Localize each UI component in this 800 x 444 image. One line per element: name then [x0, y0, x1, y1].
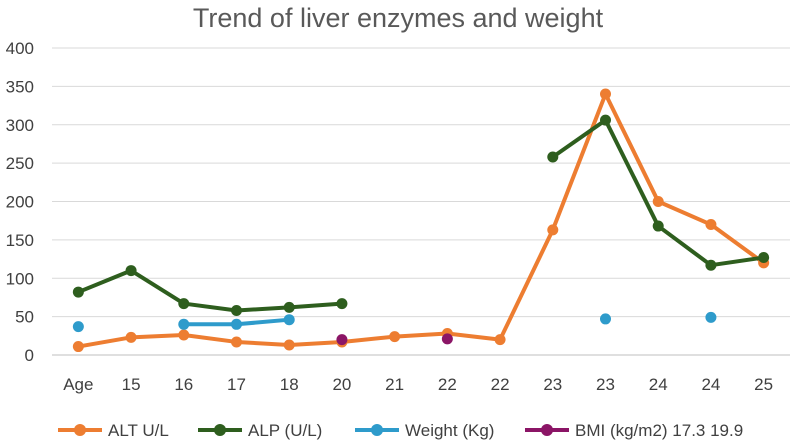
data-point: [494, 334, 506, 346]
legend-label: ALP (U/L): [248, 421, 322, 440]
data-point: [125, 331, 137, 343]
data-point: [283, 339, 295, 351]
series-0: [72, 88, 770, 353]
data-point: [600, 88, 611, 100]
data-point: [652, 196, 664, 207]
x-tick-label: 21: [385, 375, 404, 394]
data-point: [705, 219, 717, 231]
data-point: [283, 301, 295, 313]
data-point: [705, 259, 717, 271]
x-tick-label: 20: [332, 375, 351, 394]
data-point: [600, 114, 611, 126]
y-tick-label: 0: [25, 346, 34, 365]
legend-marker: [541, 424, 553, 436]
y-tick-label: 100: [6, 269, 34, 288]
chart-title: Trend of liver enzymes and weight: [193, 3, 604, 33]
legend: ALT U/L ALP (U/L) Weight (Kg) BMI (kg/m2) 1…: [58, 421, 743, 440]
x-tick-label: 23: [543, 375, 562, 394]
data-point: [652, 220, 664, 232]
data-point: [231, 318, 242, 330]
x-tick-label: 18: [280, 375, 299, 394]
legend-label: ALT U/L: [108, 421, 169, 440]
data-point: [389, 331, 401, 343]
y-tick-label: 50: [15, 308, 34, 327]
series-line: [76, 92, 766, 349]
legend-marker: [214, 424, 226, 436]
data-point: [72, 286, 84, 298]
legend-item: ALT U/L: [58, 421, 169, 440]
data-point: [547, 151, 559, 163]
data-point: [336, 334, 348, 346]
data-point: [336, 298, 348, 310]
series-line: [550, 118, 766, 268]
y-tick-label: 200: [6, 193, 34, 212]
legend-item: Weight (Kg): [355, 421, 494, 440]
data-point: [600, 313, 611, 325]
series-2: [72, 311, 717, 333]
data-point: [283, 314, 295, 326]
data-point: [72, 341, 84, 353]
legend-marker: [74, 424, 86, 436]
legend-item: BMI (kg/m2) 17.3 19.9: [525, 421, 743, 440]
x-tick-label: 24: [701, 375, 720, 394]
x-tick-label: 16: [174, 375, 193, 394]
data-point: [178, 329, 190, 341]
data-point: [178, 298, 190, 310]
series-layer: [72, 88, 770, 353]
data-point: [441, 333, 453, 345]
data-point: [231, 336, 242, 348]
series-1: [72, 114, 770, 316]
x-tick-label: 22: [491, 375, 510, 394]
x-tick-label: 15: [122, 375, 141, 394]
y-axis-ticks: 0 50 100 150 200 250 300 350 400: [6, 39, 34, 365]
y-tick-label: 350: [6, 77, 34, 96]
series-3: [336, 333, 453, 346]
data-point: [72, 321, 84, 333]
x-tick-label: 17: [227, 375, 246, 394]
x-tick-label: 22: [438, 375, 457, 394]
data-point: [178, 318, 190, 330]
y-tick-label: 250: [6, 154, 34, 173]
legend-label: BMI (kg/m2) 17.3 19.9: [575, 421, 743, 440]
y-tick-label: 300: [6, 116, 34, 135]
data-point: [125, 265, 137, 277]
x-tick-label: Age: [63, 375, 93, 394]
data-point: [547, 224, 559, 236]
legend-label: Weight (Kg): [405, 421, 494, 440]
data-point: [758, 252, 770, 264]
legend-marker: [371, 424, 383, 436]
x-tick-label: 25: [754, 375, 773, 394]
x-axis-ticks: Age 15 16 17 18 20 21 22 22 23 23 24 24 25: [63, 375, 773, 394]
y-tick-label: 150: [6, 231, 34, 250]
y-tick-label: 400: [6, 39, 34, 58]
gridlines: [52, 47, 790, 356]
data-point: [705, 311, 717, 323]
data-point: [231, 304, 242, 316]
series-line: [76, 268, 344, 313]
x-tick-label: 24: [649, 375, 668, 394]
x-tick-label: 23: [596, 375, 615, 394]
legend-item: ALP (U/L): [198, 421, 322, 440]
